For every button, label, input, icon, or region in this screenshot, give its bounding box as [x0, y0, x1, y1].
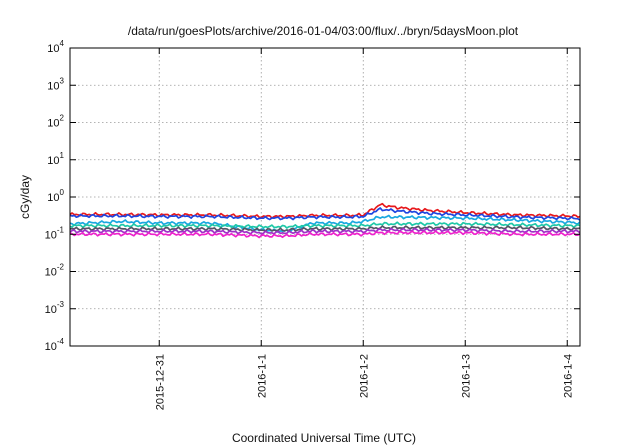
y-tick-base: 10 — [45, 341, 57, 353]
y-tick-base: 10 — [47, 80, 59, 92]
grid-lines — [70, 48, 580, 346]
y-tick-exponent: -2 — [57, 263, 65, 272]
series-line-5 — [69, 225, 581, 232]
y-tick-label: 104 — [47, 39, 64, 55]
y-tick-exponent: -4 — [57, 337, 65, 346]
x-tick-label: 2016-1-3 — [460, 354, 472, 398]
y-tick-base: 10 — [47, 43, 59, 55]
series-line-6 — [69, 227, 581, 235]
y-tick-label: 102 — [47, 114, 64, 130]
x-axis-label: Coordinated Universal Time (UTC) — [232, 431, 416, 445]
y-tick-label: 10-4 — [45, 337, 65, 353]
y-tick-label: 101 — [47, 151, 64, 167]
y-tick-base: 10 — [47, 155, 59, 167]
y-tick-base: 10 — [45, 304, 57, 316]
x-tick-label: 2016-1-2 — [358, 354, 370, 398]
y-tick-exponent: -3 — [57, 300, 65, 309]
x-axis-ticks: 2015-12-31 2016-1-1 2016-1-2 2016-1-3 2016-1… — [154, 48, 574, 410]
y-tick-label: 103 — [47, 76, 64, 92]
chart-title: /data/run/goesPlots/archive/2016-01-04/0… — [128, 24, 519, 38]
series-line-2 — [69, 207, 581, 221]
x-tick-label: 2015-12-31 — [154, 354, 166, 410]
series-group — [69, 202, 581, 239]
y-tick-exponent: 2 — [60, 114, 65, 123]
series-line-4 — [69, 221, 581, 229]
x-tick-label: 2016-1-4 — [562, 354, 574, 398]
y-tick-label: 100 — [47, 188, 64, 204]
y-tick-exponent: 3 — [60, 76, 65, 85]
y-tick-label: 10-2 — [45, 263, 65, 279]
y-tick-label: 10-1 — [45, 225, 65, 241]
y-tick-base: 10 — [47, 118, 59, 130]
y-tick-exponent: 0 — [60, 188, 65, 197]
series-line-1 — [69, 202, 581, 219]
y-tick-base: 10 — [45, 229, 57, 241]
y-tick-exponent: 1 — [60, 151, 65, 160]
series-line-7 — [69, 230, 581, 239]
y-tick-exponent: 4 — [60, 39, 65, 48]
x-tick-label: 2016-1-1 — [256, 354, 268, 398]
y-tick-base: 10 — [45, 267, 57, 279]
y-tick-exponent: -1 — [57, 225, 65, 234]
y-axis-label: cGy/day — [18, 175, 32, 219]
y-tick-label: 10-3 — [45, 300, 65, 316]
y-tick-base: 10 — [47, 192, 59, 204]
